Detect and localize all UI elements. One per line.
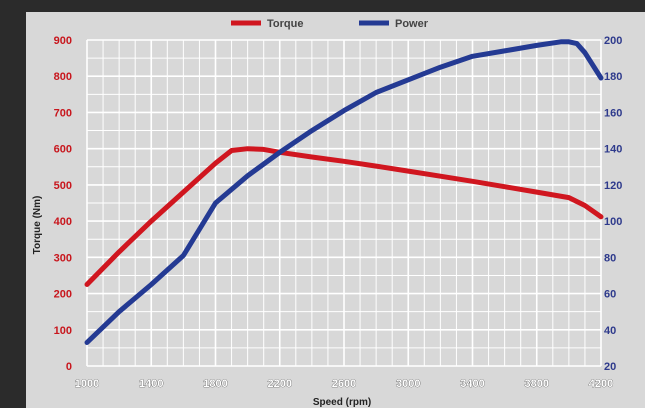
y-left-tick-label: 100 (54, 325, 72, 337)
x-tick-label: 1400 (139, 378, 163, 390)
x-axis-label: Speed (rpm) (313, 397, 371, 408)
x-tick-label: 1000 (75, 378, 99, 390)
series-line-power (84, 39, 604, 345)
x-tick-label: 3000 (396, 378, 420, 390)
x-tick-label: 1800 (203, 378, 227, 390)
y-left-tick-label: 500 (54, 180, 72, 192)
y-left-tick-label: 700 (54, 107, 72, 119)
y-left-tick-label: 800 (54, 71, 72, 83)
grid (86, 39, 602, 367)
y-right-tick-label: 100 (604, 216, 622, 228)
y-left-tick-label: 600 (54, 144, 72, 156)
legend-label-torque: Torque (267, 18, 303, 30)
series-line-torque (84, 146, 604, 287)
y-right-tick-label: 160 (604, 107, 622, 119)
y-axis-left-label: Torque (Nm) (32, 196, 43, 255)
chart-container: 0 100 200 300 400 500 600 700 800 900 20 40 60 80 100 1… (26, 12, 645, 408)
y-left-tick-label: 900 (54, 35, 72, 47)
x-tick-label: 3800 (525, 378, 549, 390)
y-right-tick-label: 140 (604, 144, 622, 156)
x-tick-label: 3400 (460, 378, 484, 390)
x-tick-label: 4200 (589, 378, 613, 390)
x-tick-label: 2600 (332, 378, 356, 390)
y-left-tick-label: 200 (54, 289, 72, 301)
y-right-tick-label: 200 (604, 35, 622, 47)
torque-power-chart: 0 100 200 300 400 500 600 700 800 900 20 40 60 80 100 1… (32, 18, 623, 408)
y-left-tick-label: 0 (66, 361, 72, 373)
y-right-tick-label: 40 (604, 325, 616, 337)
y-right-tick-label: 60 (604, 289, 616, 301)
y-right-tick-label: 20 (604, 361, 616, 373)
legend: Torque Power (231, 18, 429, 30)
legend-label-power: Power (395, 18, 429, 30)
y-right-tick-label: 180 (604, 71, 622, 83)
x-tick-label: 2200 (268, 378, 292, 390)
y-right-tick-label: 80 (604, 252, 616, 264)
ticks: 0 100 200 300 400 500 600 700 800 900 20 40 60 80 100 1… (54, 35, 623, 390)
y-left-tick-label: 300 (54, 252, 72, 264)
y-left-tick-label: 400 (54, 216, 72, 228)
y-right-tick-label: 120 (604, 180, 622, 192)
series-lines (84, 39, 604, 345)
